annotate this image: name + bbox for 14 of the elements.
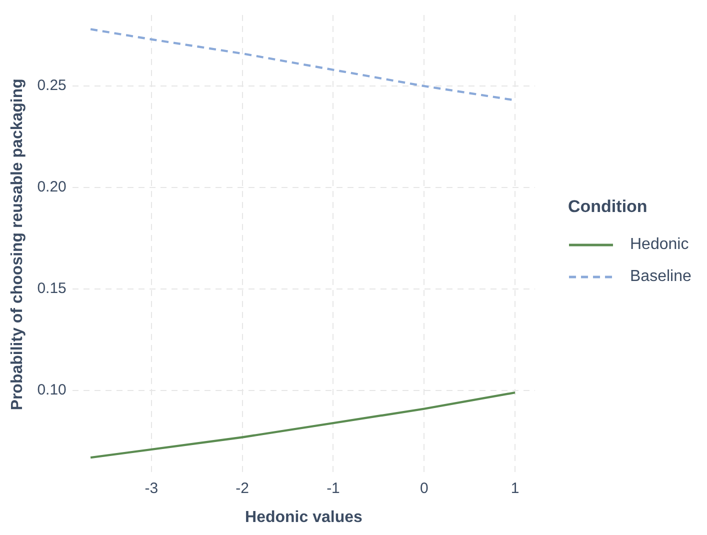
y-axis-title: Probability of choosing reusable packaging <box>9 78 26 410</box>
legend-label: Baseline <box>630 268 692 286</box>
x-tick-label: 1 <box>510 480 520 497</box>
x-tick-label: -3 <box>144 480 158 497</box>
x-tick-label: -1 <box>326 480 340 497</box>
legend-label: Hedonic <box>630 236 689 254</box>
x-tick-label: -2 <box>236 480 250 497</box>
y-tick-label: 0.15 <box>37 280 66 298</box>
y-tick-label: 0.25 <box>37 77 66 94</box>
x-tick-label: 0 <box>420 480 428 497</box>
y-tick-label: 0.20 <box>37 178 66 196</box>
legend-title: Condition <box>568 197 648 217</box>
y-tick-label: 0.10 <box>37 382 66 399</box>
x-axis-title: Hedonic values <box>245 508 362 526</box>
